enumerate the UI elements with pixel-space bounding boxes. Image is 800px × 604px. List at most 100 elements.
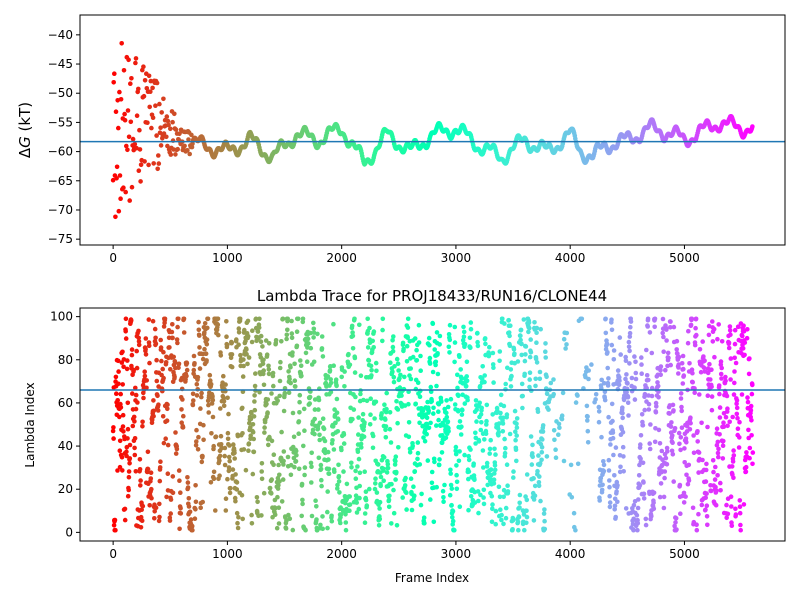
lambda-point <box>191 353 197 359</box>
lambda-point <box>347 494 353 499</box>
lambda-point <box>240 431 245 436</box>
lambda-point <box>649 514 654 519</box>
lambda-point <box>276 521 282 526</box>
lambda-point <box>224 342 230 348</box>
lambda-point <box>663 367 668 373</box>
lambda-point <box>553 447 558 453</box>
lambda-point <box>357 483 363 489</box>
lambda-point <box>143 336 149 341</box>
lambda-point <box>114 391 119 397</box>
x-tick-label: 1000 <box>212 547 243 561</box>
lambda-point <box>646 393 651 398</box>
lambda-point <box>383 435 389 440</box>
lambda-point <box>750 382 755 388</box>
lambda-point <box>390 344 396 350</box>
lambda-point <box>277 378 283 384</box>
lambda-point <box>377 499 383 505</box>
lambda-point <box>534 330 539 336</box>
lambda-point <box>604 341 610 347</box>
lambda-point <box>300 497 305 503</box>
lambda-point <box>361 434 367 440</box>
lambda-point <box>429 469 435 475</box>
lambda-point <box>415 380 421 386</box>
delta-g-point <box>116 125 121 131</box>
lambda-point <box>548 380 554 386</box>
lambda-point <box>528 337 533 342</box>
lambda-point <box>259 461 265 466</box>
lambda-point <box>403 475 408 481</box>
lambda-point <box>327 368 333 373</box>
lambda-point <box>195 374 201 380</box>
lambda-point <box>599 434 604 440</box>
lambda-point <box>584 403 590 409</box>
lambda-point <box>255 499 260 505</box>
delta-g-point <box>113 214 118 220</box>
lambda-point <box>646 377 651 383</box>
lambda-point <box>466 453 472 459</box>
lambda-point <box>723 414 729 420</box>
lambda-point <box>252 407 258 413</box>
delta-g-point <box>168 126 173 132</box>
lambda-point <box>311 335 316 340</box>
y-tick-label: 80 <box>58 353 73 367</box>
lambda-point <box>168 497 174 502</box>
lambda-point <box>416 322 422 328</box>
lambda-point <box>716 454 721 460</box>
lambda-point <box>608 442 613 447</box>
lambda-point <box>258 339 264 345</box>
delta-g-point <box>138 179 143 184</box>
lambda-point <box>240 516 245 522</box>
lambda-point <box>544 454 550 459</box>
lambda-point <box>680 353 686 359</box>
lambda-point <box>356 456 362 462</box>
lambda-point <box>157 514 162 520</box>
lambda-point <box>149 495 154 501</box>
lambda-point <box>487 451 493 456</box>
lambda-point <box>684 423 690 429</box>
lambda-point <box>733 512 739 517</box>
lambda-point <box>670 402 676 408</box>
lambda-point <box>695 439 700 444</box>
lambda-point <box>158 459 163 465</box>
lambda-point <box>676 430 682 436</box>
delta-g-point <box>189 132 194 138</box>
y-tick-label: −50 <box>48 86 73 100</box>
lambda-point <box>705 522 710 528</box>
lambda-point <box>742 352 747 358</box>
lambda-point <box>226 454 232 460</box>
delta-g-point <box>113 109 119 114</box>
lambda-point <box>338 512 344 517</box>
lambda-point <box>287 376 292 382</box>
lambda-point <box>507 431 513 437</box>
lambda-point <box>405 316 411 322</box>
lambda-point <box>396 368 401 373</box>
lambda-point <box>564 342 569 347</box>
lambda-point <box>718 371 724 377</box>
lambda-point <box>480 448 486 453</box>
lambda-point <box>152 516 157 521</box>
lambda-point <box>336 479 342 484</box>
lambda-point <box>659 448 665 454</box>
lambda-point <box>329 518 335 524</box>
lambda-point <box>724 502 729 508</box>
lambda-point <box>227 443 232 448</box>
lambda-point <box>738 527 743 533</box>
lambda-point <box>668 319 673 324</box>
lambda-point <box>388 440 394 445</box>
lambda-point <box>447 322 453 328</box>
lambda-point <box>289 318 294 324</box>
lambda-point <box>453 448 459 454</box>
lambda-point <box>404 490 409 496</box>
lambda-point <box>664 445 670 451</box>
lambda-point <box>717 405 723 410</box>
lambda-point <box>329 513 334 519</box>
lambda-point <box>367 486 372 492</box>
lambda-point <box>606 457 612 463</box>
lambda-point <box>408 366 414 371</box>
lambda-point <box>364 503 370 508</box>
lambda-point <box>691 433 696 438</box>
lambda-point <box>245 318 251 324</box>
lambda-point <box>162 316 168 322</box>
lambda-point <box>374 368 379 374</box>
lambda-point <box>611 348 617 353</box>
